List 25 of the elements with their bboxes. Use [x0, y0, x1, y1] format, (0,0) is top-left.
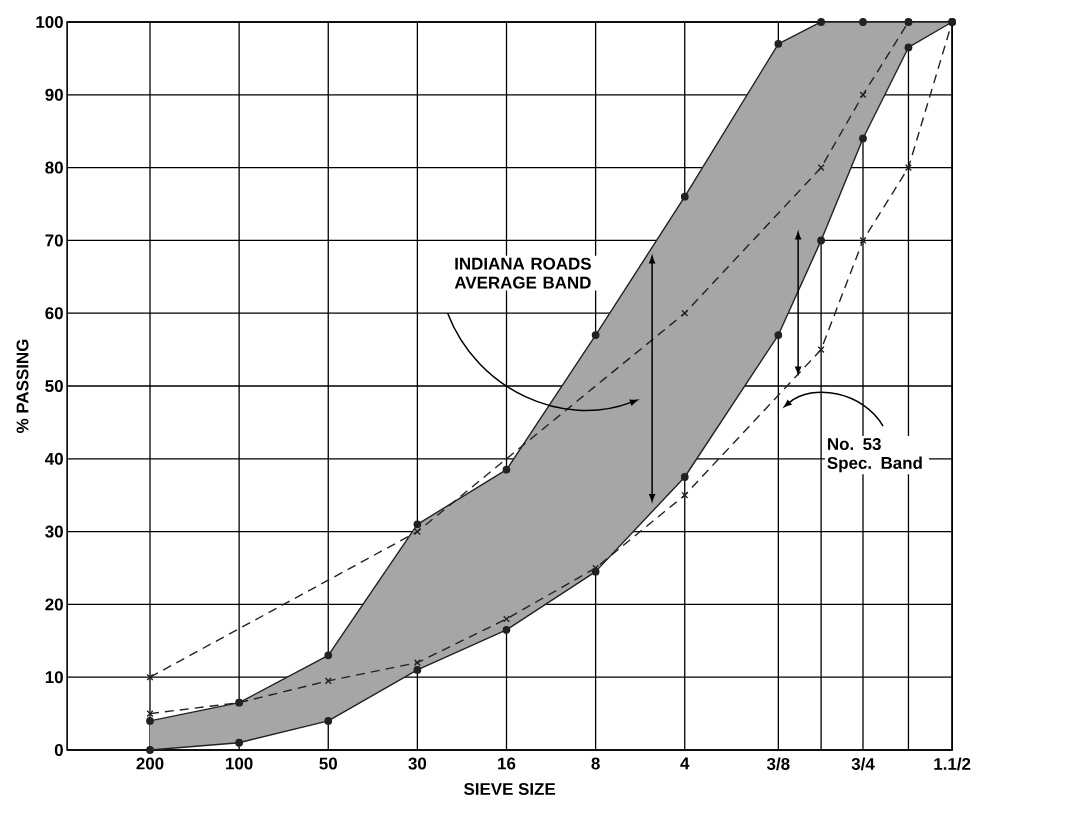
y-tick-label: 60: [45, 307, 63, 320]
x-tick-label: 3/4: [851, 757, 875, 771]
annotation: INDIANA ROADS AVERAGE BAND: [454, 257, 591, 289]
y-tick-label: 80: [45, 161, 63, 174]
x-tick-label: 4: [680, 757, 690, 770]
y-tick-label: 90: [45, 88, 63, 101]
x-tick-label: 200: [136, 757, 164, 770]
y-tick-label: 30: [45, 525, 63, 538]
y-tick-label: 40: [45, 452, 63, 465]
x-tick-label: 50: [319, 757, 337, 770]
y-axis-title: % PASSING: [16, 339, 29, 433]
annotation: No. 53 Spec. Band: [827, 438, 922, 473]
y-tick-label: 70: [45, 234, 63, 247]
x-tick-label: 100: [226, 757, 253, 770]
x-tick-label: 3/8: [766, 757, 790, 771]
y-tick-label: 10: [45, 671, 63, 684]
x-tick-label: 1.1/2: [934, 757, 971, 771]
x-tick-label: 30: [408, 757, 427, 770]
y-tick-label: 100: [36, 15, 63, 28]
x-tick-label: 16: [498, 757, 516, 770]
y-tick-label: 20: [45, 598, 63, 611]
y-tick-label: 0: [54, 744, 63, 756]
x-tick-label: 8: [591, 757, 600, 770]
x-axis-title: SIEVE SIZE: [463, 782, 556, 795]
y-tick-label: 50: [45, 380, 63, 392]
